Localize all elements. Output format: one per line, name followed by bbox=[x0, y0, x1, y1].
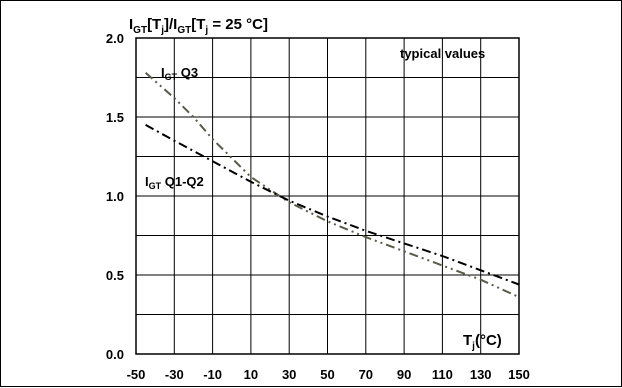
x-tick-label: 130 bbox=[470, 367, 492, 382]
x-tick-label: -30 bbox=[165, 367, 184, 382]
x-tick-label: 10 bbox=[244, 367, 258, 382]
y-tick-label: 1.0 bbox=[106, 189, 124, 204]
x-tick-label: 70 bbox=[359, 367, 373, 382]
series-line-q3 bbox=[144, 72, 520, 299]
series-line-q1-q2 bbox=[145, 124, 520, 286]
x-tick-label: 30 bbox=[282, 367, 296, 382]
x-tick-label: -10 bbox=[203, 367, 222, 382]
x-tick-label: -50 bbox=[127, 367, 146, 382]
y-axis-label: IGT[Tj]/IGT[Tj = 25 °C] bbox=[129, 16, 268, 36]
y-tick-label: 1.5 bbox=[106, 110, 124, 125]
x-tick-label: 110 bbox=[432, 367, 453, 382]
y-tick-label: 0.0 bbox=[106, 347, 124, 362]
x-tick-label: 90 bbox=[397, 367, 411, 382]
x-tick-label: 150 bbox=[508, 367, 530, 382]
x-axis-label: Tj(°C) bbox=[463, 332, 502, 352]
x-tick-label: 50 bbox=[320, 367, 334, 382]
x-tick-labels: -50 -30 -10 10 30 50 70 90 110 130 150 bbox=[127, 367, 530, 382]
y-tick-labels: 0.0 0.5 1.0 1.5 2.0 bbox=[106, 31, 124, 362]
grid-lines bbox=[135, 37, 520, 355]
series-lines bbox=[144, 72, 520, 299]
plot-area-border bbox=[135, 37, 520, 355]
series-label-q3: IGT Q3 bbox=[161, 65, 198, 82]
series-label-q1-q2: IGT Q1-Q2 bbox=[145, 174, 204, 191]
y-tick-label: 2.0 bbox=[106, 31, 124, 46]
typical-values-annotation: typical values bbox=[400, 46, 485, 61]
y-tick-label: 0.5 bbox=[106, 268, 124, 283]
